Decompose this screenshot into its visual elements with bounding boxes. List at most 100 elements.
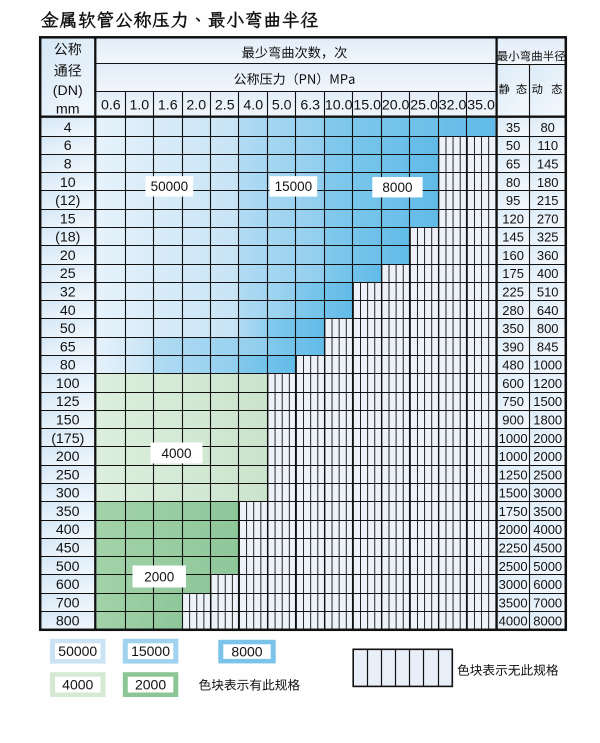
svg-text:2000: 2000 xyxy=(533,431,562,446)
svg-text:20: 20 xyxy=(60,248,76,264)
svg-text:360: 360 xyxy=(537,248,559,263)
svg-text:800: 800 xyxy=(56,614,80,630)
svg-text:2000: 2000 xyxy=(499,522,528,537)
svg-text:125: 125 xyxy=(56,394,80,410)
svg-text:1750: 1750 xyxy=(499,504,528,519)
svg-text:510: 510 xyxy=(537,285,559,300)
svg-text:20.0: 20.0 xyxy=(382,97,410,113)
svg-text:2500: 2500 xyxy=(499,559,528,574)
svg-text:350: 350 xyxy=(56,504,80,520)
svg-text:145: 145 xyxy=(537,157,559,172)
svg-text:600: 600 xyxy=(502,376,524,391)
svg-text:180: 180 xyxy=(537,175,559,190)
svg-text:600: 600 xyxy=(56,577,80,593)
svg-text:215: 215 xyxy=(537,193,559,208)
svg-text:270: 270 xyxy=(537,211,559,226)
svg-text:1800: 1800 xyxy=(533,413,562,428)
svg-text:(DN): (DN) xyxy=(53,83,83,99)
svg-text:1.6: 1.6 xyxy=(158,97,178,113)
svg-text:640: 640 xyxy=(537,303,559,318)
svg-text:95: 95 xyxy=(506,193,520,208)
svg-text:15000: 15000 xyxy=(275,179,313,194)
svg-text:15: 15 xyxy=(60,211,76,227)
svg-text:480: 480 xyxy=(502,358,524,373)
svg-text:2.5: 2.5 xyxy=(215,97,235,113)
svg-text:3500: 3500 xyxy=(533,504,562,519)
svg-text:3000: 3000 xyxy=(533,486,562,501)
svg-text:32.0: 32.0 xyxy=(439,97,467,113)
svg-text:845: 845 xyxy=(537,339,559,354)
svg-text:300: 300 xyxy=(56,486,80,502)
svg-text:6000: 6000 xyxy=(533,577,562,592)
svg-text:10: 10 xyxy=(60,175,76,191)
svg-text:80: 80 xyxy=(60,358,76,374)
svg-text:4000: 4000 xyxy=(161,446,191,461)
svg-text:1.0: 1.0 xyxy=(129,97,149,113)
svg-text:250: 250 xyxy=(56,467,80,483)
svg-text:15.0: 15.0 xyxy=(353,97,381,113)
svg-text:80: 80 xyxy=(506,175,520,190)
svg-text:65: 65 xyxy=(506,157,520,172)
svg-text:4500: 4500 xyxy=(533,541,562,556)
svg-text:225: 225 xyxy=(502,285,524,300)
svg-text:40: 40 xyxy=(60,303,76,319)
svg-text:2000: 2000 xyxy=(144,569,174,584)
svg-text:8000: 8000 xyxy=(382,180,412,195)
svg-text:7000: 7000 xyxy=(533,595,562,610)
svg-text:6.3: 6.3 xyxy=(300,97,320,113)
svg-text:1000: 1000 xyxy=(499,431,528,446)
svg-text:350: 350 xyxy=(502,321,524,336)
svg-text:25: 25 xyxy=(60,266,76,282)
svg-text:400: 400 xyxy=(537,266,559,281)
svg-text:50000: 50000 xyxy=(58,643,97,659)
svg-text:10.0: 10.0 xyxy=(325,97,353,113)
svg-text:4: 4 xyxy=(64,120,72,136)
svg-text:(18): (18) xyxy=(55,230,80,246)
svg-text:1500: 1500 xyxy=(499,486,528,501)
svg-text:145: 145 xyxy=(502,230,524,245)
svg-text:4000: 4000 xyxy=(499,614,528,629)
svg-text:6: 6 xyxy=(64,138,72,154)
svg-text:8: 8 xyxy=(64,157,72,173)
svg-text:100: 100 xyxy=(56,376,80,392)
svg-text:750: 750 xyxy=(502,394,524,409)
svg-text:2500: 2500 xyxy=(533,467,562,482)
svg-text:50: 50 xyxy=(506,138,520,153)
svg-text:4000: 4000 xyxy=(62,677,93,693)
svg-text:2000: 2000 xyxy=(533,449,562,464)
svg-text:8000: 8000 xyxy=(533,614,562,629)
svg-text:4000: 4000 xyxy=(533,522,562,537)
svg-text:3000: 3000 xyxy=(499,577,528,592)
svg-text:8000: 8000 xyxy=(231,644,262,660)
svg-text:1250: 1250 xyxy=(499,467,528,482)
svg-text:900: 900 xyxy=(502,413,524,428)
svg-text:80: 80 xyxy=(540,120,554,135)
svg-text:50000: 50000 xyxy=(151,179,189,194)
svg-text:280: 280 xyxy=(502,303,524,318)
svg-text:5.0: 5.0 xyxy=(272,97,292,113)
svg-text:0.6: 0.6 xyxy=(101,97,121,113)
svg-text:390: 390 xyxy=(502,339,524,354)
svg-text:400: 400 xyxy=(56,522,80,538)
svg-text:150: 150 xyxy=(56,413,80,429)
svg-text:65: 65 xyxy=(60,339,76,355)
svg-text:700: 700 xyxy=(56,595,80,611)
svg-text:110: 110 xyxy=(537,138,558,153)
svg-text:2.0: 2.0 xyxy=(186,97,206,113)
svg-text:15000: 15000 xyxy=(131,643,170,659)
svg-text:450: 450 xyxy=(56,541,80,557)
svg-text:25.0: 25.0 xyxy=(410,97,438,113)
svg-text:2000: 2000 xyxy=(135,677,166,693)
svg-text:5000: 5000 xyxy=(533,559,562,574)
svg-text:50: 50 xyxy=(60,321,76,337)
svg-text:1000: 1000 xyxy=(533,358,562,373)
svg-text:120: 120 xyxy=(502,211,524,226)
svg-text:(175): (175) xyxy=(51,431,84,447)
svg-text:800: 800 xyxy=(537,321,559,336)
svg-text:1000: 1000 xyxy=(499,449,528,464)
svg-text:500: 500 xyxy=(56,559,80,575)
svg-text:mm: mm xyxy=(56,101,80,117)
svg-text:(12): (12) xyxy=(55,193,80,209)
svg-text:1200: 1200 xyxy=(533,376,562,391)
svg-text:1500: 1500 xyxy=(533,394,562,409)
